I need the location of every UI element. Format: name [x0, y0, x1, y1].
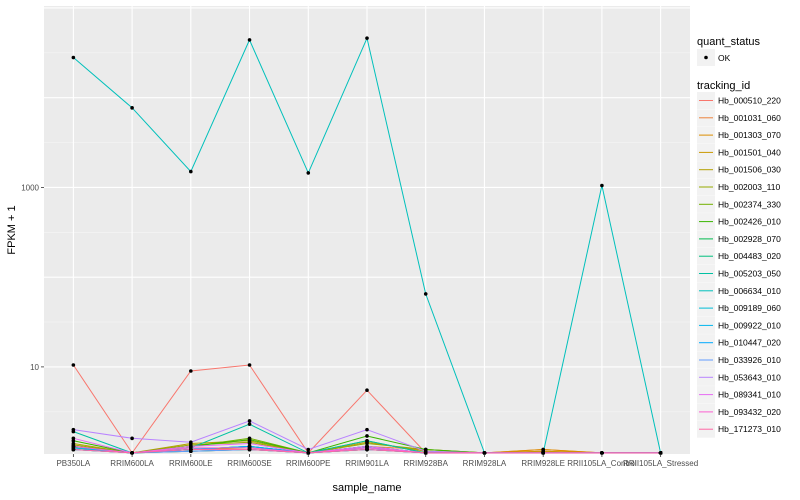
shape-legend-label: OK [718, 53, 731, 63]
x-tick-label: RRII105LA_Control [567, 459, 637, 468]
legend-label: Hb_171273_010 [718, 424, 781, 434]
data-point [600, 451, 604, 455]
color-legend-items: Hb_000510_220 Hb_001031_060 Hb_001303_070 H… [697, 92, 781, 438]
data-point [247, 447, 252, 452]
y-tick-label: 10 [30, 363, 39, 372]
data-point [365, 441, 369, 446]
data-point [247, 363, 252, 367]
legend-label: Hb_001031_060 [718, 113, 781, 123]
color-legend-title: tracking_id [697, 80, 750, 92]
data-point [71, 436, 76, 441]
legend-label: Hb_093432_020 [718, 407, 781, 417]
legend-label: Hb_001303_070 [718, 130, 781, 140]
y-axis: 10 1000 [21, 183, 44, 372]
x-tick-label: RRII105LA_Stressed [623, 459, 698, 468]
data-point [482, 451, 487, 455]
legend-label: Hb_006634_010 [718, 286, 781, 296]
legend-label: Hb_001506_030 [718, 165, 781, 175]
x-axis: PB350LA RRIM600LA RRIM600LE RRIM600SE RRIM60… [56, 454, 698, 468]
data-point [247, 38, 252, 42]
data-point [365, 447, 369, 452]
data-point [600, 183, 604, 188]
legend-label: Hb_009189_060 [718, 303, 781, 313]
data-point [130, 436, 134, 441]
x-tick-label: RRIM600SE [227, 459, 271, 468]
data-point [306, 451, 311, 455]
data-point [189, 447, 193, 452]
data-point [71, 439, 76, 443]
legend-label: Hb_001501_040 [718, 147, 781, 157]
legend-label: Hb_005203_050 [718, 269, 781, 279]
data-point [306, 447, 311, 452]
data-point [189, 440, 193, 444]
data-point [71, 55, 76, 60]
legend-label: Hb_002374_330 [718, 199, 781, 209]
data-point [71, 444, 76, 449]
x-tick-label: RRIM928LE [521, 459, 565, 468]
x-tick-label: RRIM600LA [110, 459, 154, 468]
x-tick-label: PB350LA [56, 459, 90, 468]
legend-label: Hb_010447_020 [718, 338, 781, 348]
x-tick-label: RRIM600PE [286, 459, 330, 468]
legend-label: Hb_033926_010 [718, 355, 781, 365]
data-point [71, 447, 76, 452]
x-tick-label: RRIM928LA [463, 459, 507, 468]
x-tick-label: RRIM928BA [403, 459, 448, 468]
data-point [365, 439, 369, 443]
data-point [130, 106, 134, 110]
data-point [247, 441, 252, 446]
legend-label: Hb_002928_070 [718, 234, 781, 244]
data-point [365, 388, 369, 392]
shape-legend-title: quant_status [697, 36, 760, 48]
data-point [365, 427, 369, 432]
shape-legend-point [704, 55, 708, 60]
major-grid [44, 6, 690, 454]
series-points [71, 36, 663, 455]
legend-label: Hb_053643_010 [718, 372, 781, 382]
data-point [130, 451, 134, 455]
y-axis-title: FPKM + 1 [6, 205, 18, 254]
legend: quant_status OK tracking_id Hb_000510_22… [697, 36, 781, 438]
data-point [71, 427, 76, 432]
legend-label: Hb_002426_010 [718, 217, 781, 227]
legend-label: Hb_000510_220 [718, 96, 781, 106]
legend-label: Hb_009922_010 [718, 320, 781, 330]
legend-label: Hb_089341_010 [718, 390, 781, 400]
data-point [189, 169, 193, 174]
legend-label: Hb_004483_020 [718, 251, 781, 261]
data-point [247, 419, 252, 423]
data-point [189, 369, 193, 373]
y-tick-label: 1000 [21, 183, 39, 192]
data-point [423, 451, 428, 455]
data-point [423, 292, 428, 296]
data-point [306, 171, 311, 175]
x-axis-title: sample_name [332, 482, 401, 494]
data-point [71, 363, 76, 367]
data-point [365, 434, 369, 438]
legend-label: Hb_002003_110 [718, 182, 781, 192]
data-point [247, 422, 252, 426]
data-point [247, 437, 252, 442]
data-point [365, 36, 369, 40]
data-point [658, 451, 663, 455]
x-tick-label: RRIM901LA [345, 459, 389, 468]
data-point [541, 451, 545, 455]
x-tick-label: RRIM600LE [169, 459, 213, 468]
